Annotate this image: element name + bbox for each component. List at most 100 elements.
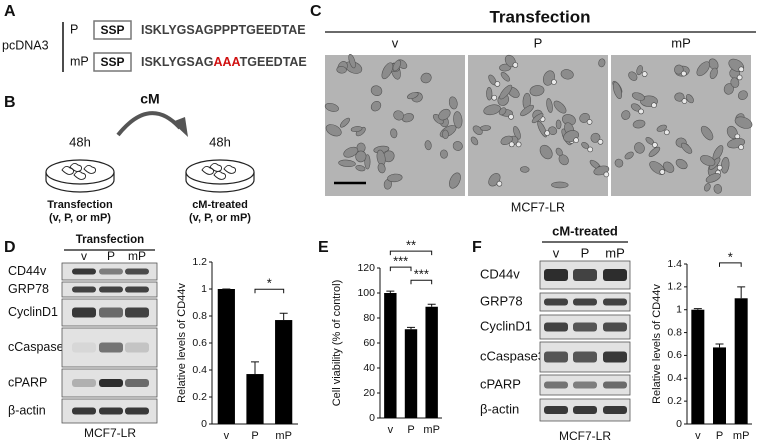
blot-band	[99, 342, 123, 353]
cell	[338, 159, 356, 167]
blot-band	[573, 298, 597, 306]
blot-band	[99, 307, 123, 318]
cell	[579, 113, 590, 123]
time-label: 48h	[209, 134, 231, 149]
cell-sketch	[223, 164, 237, 174]
y-tick-label: 0.4	[192, 364, 207, 376]
cell	[440, 149, 448, 159]
ssp-label: SSP	[100, 23, 124, 37]
cell	[470, 136, 479, 146]
blot-band	[573, 351, 597, 363]
y-tick-label: 1.2	[667, 281, 682, 293]
cell	[634, 142, 645, 154]
y-tick-label: 0.6	[667, 349, 682, 361]
cell	[685, 94, 694, 104]
significance-bracket	[410, 279, 433, 285]
y-tick-label: 100	[357, 287, 375, 299]
protein-label: β-actin	[8, 403, 46, 417]
cell	[472, 125, 483, 136]
blot-band	[573, 269, 597, 281]
cell	[632, 119, 646, 129]
ssp-box	[93, 52, 132, 72]
cell	[483, 104, 501, 116]
blot-title: Transfection	[76, 234, 144, 246]
y-tick-label: 1	[676, 303, 682, 315]
cell	[392, 59, 402, 72]
cell	[500, 71, 511, 82]
cell	[737, 90, 748, 100]
cell	[339, 117, 350, 128]
blot-band	[72, 307, 96, 318]
curved-arrow	[116, 111, 182, 137]
bar	[404, 329, 418, 418]
y-axis-label: Relative levels of CD44v	[651, 284, 663, 404]
cell	[546, 98, 553, 113]
cell	[730, 77, 740, 88]
cell	[555, 147, 563, 156]
y-axis-label: Cell viability (% of control)	[331, 280, 343, 407]
cell-sketch	[69, 162, 83, 172]
cell	[663, 161, 675, 173]
lane-label: mP	[605, 245, 625, 260]
x-tick-label: v	[388, 424, 394, 436]
cell	[355, 165, 366, 172]
lane-label: v	[81, 249, 87, 263]
cell	[453, 111, 463, 129]
bar	[691, 309, 705, 424]
y-tick-label: 1.4	[667, 258, 682, 270]
bar	[734, 298, 748, 424]
cell	[348, 53, 356, 69]
blot-band	[603, 351, 627, 363]
blot-band	[573, 406, 597, 414]
cell	[624, 151, 634, 160]
round-cell	[681, 98, 688, 104]
round-cell	[587, 146, 594, 153]
time-label: 48h	[69, 134, 91, 149]
treatment-label: cM	[140, 91, 159, 107]
bar	[217, 289, 235, 424]
cell	[705, 173, 721, 183]
blot-band	[544, 351, 568, 363]
round-cell	[491, 94, 498, 101]
error-bar	[279, 312, 288, 321]
blot-band	[125, 379, 149, 387]
cell	[709, 67, 718, 80]
blot-band	[573, 381, 597, 389]
cell	[555, 119, 562, 130]
cell	[560, 69, 574, 80]
step-label: Transfection	[47, 199, 113, 211]
error-bar	[386, 290, 395, 293]
vector-label: pcDNA3	[2, 38, 49, 52]
cell	[703, 183, 711, 192]
lane-label: P	[107, 249, 115, 263]
cell	[424, 140, 432, 151]
blot-band	[72, 286, 96, 293]
bar	[246, 374, 264, 424]
cell	[370, 100, 382, 112]
panel-letter: F	[472, 239, 482, 256]
protein-label: CyclinD1	[8, 305, 58, 319]
error-bar	[427, 303, 436, 307]
blot-band	[544, 269, 568, 281]
round-cell	[597, 139, 604, 145]
cell	[452, 141, 463, 151]
y-tick-label: 0.8	[192, 310, 207, 322]
round-cell	[663, 129, 670, 136]
panel-title: Transfection	[489, 7, 590, 26]
cell	[438, 108, 451, 121]
y-tick-label: 0	[369, 412, 375, 424]
peptide-sequence: ISKLYGSAGAAATGEEDTAE	[141, 55, 307, 69]
cell	[390, 128, 398, 139]
blot-band	[603, 269, 627, 281]
cell-line-label: MCF7-LR	[84, 426, 136, 440]
cell	[420, 72, 432, 84]
round-cell	[496, 180, 503, 187]
cell	[700, 155, 716, 167]
cell	[598, 58, 606, 68]
step-label: cM-treated	[192, 199, 248, 211]
cell	[324, 102, 339, 112]
protein-label: β-actin	[480, 401, 519, 416]
round-cell	[716, 164, 723, 171]
sequence-segment: ISKLYGSAGPPPTGEEDTAE	[141, 23, 306, 37]
